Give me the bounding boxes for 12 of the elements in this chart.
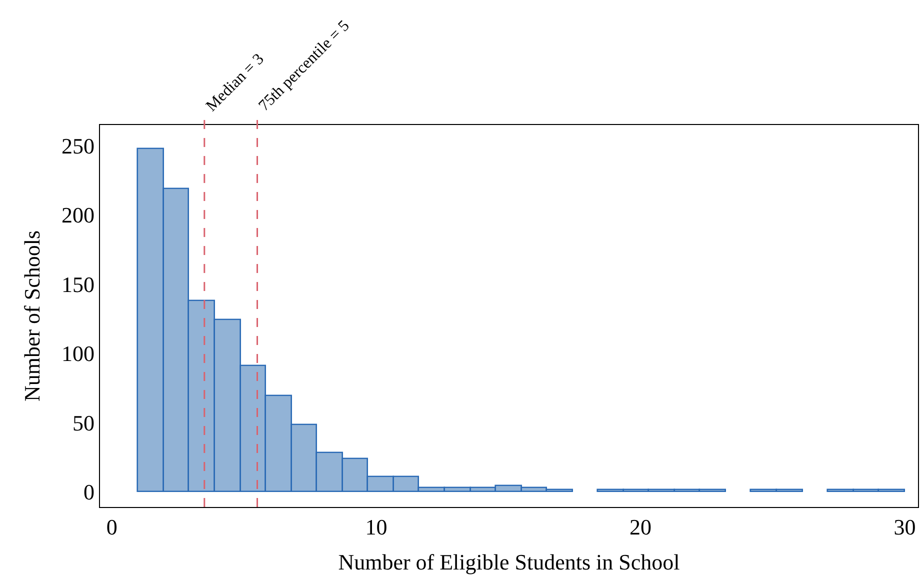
y-tick-label: 50 [72,410,94,436]
x-tick-label: 20 [629,514,652,540]
y-tick-label: 200 [62,202,94,228]
y-tick-label: 250 [62,133,94,158]
x-axis-title: Number of Eligible Students in School [338,549,680,574]
x-tick-label: 0 [106,514,118,540]
y-tick-label: 0 [84,479,94,504]
x-tick-label: 10 [365,514,388,540]
y-axis-title: Number of Schools [19,230,44,402]
y-tick-label: 100 [62,341,94,366]
x-tick-label: 30 [894,514,916,540]
y-tick-label: 150 [62,272,94,297]
